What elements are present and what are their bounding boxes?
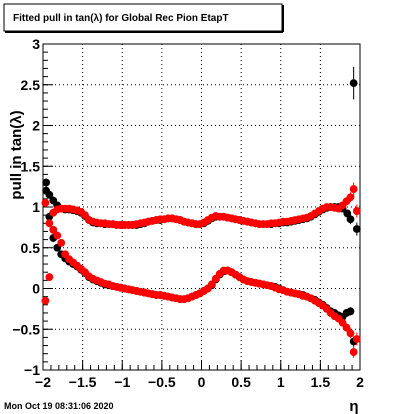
data-point — [49, 225, 58, 234]
x-tick-label: 2 — [356, 374, 364, 390]
data-point — [42, 178, 51, 187]
data-point — [41, 296, 50, 305]
data-point — [41, 199, 50, 207]
x-tick-label: 0 — [198, 374, 206, 390]
data-point — [57, 238, 66, 247]
x-tick-label: −2 — [35, 374, 51, 390]
y-tick-label: −0.5 — [12, 321, 40, 337]
y-tick-label: 0 — [32, 281, 40, 297]
timestamp: Mon Oct 19 08:31:06 2020 — [4, 401, 114, 411]
data-point — [346, 307, 355, 316]
x-tick-label: −1.5 — [69, 374, 97, 390]
data-point — [207, 280, 216, 289]
chart-title: Fitted pull in tan(λ) for Global Rec Pio… — [13, 13, 229, 24]
grid-layer — [43, 44, 360, 370]
data-point — [346, 215, 355, 224]
title-box: Fitted pull in tan(λ) for Global Rec Pio… — [3, 3, 284, 33]
x-tick-label: −1 — [114, 374, 130, 390]
data-point — [42, 186, 51, 195]
x-axis-title: η — [349, 398, 358, 414]
y-tick-label: 2.5 — [21, 77, 41, 93]
data-point — [342, 323, 351, 332]
data-point — [349, 79, 358, 88]
data-point — [352, 335, 361, 343]
data-point — [346, 329, 355, 338]
data-point — [352, 207, 361, 215]
x-tick-label: 1 — [277, 374, 285, 390]
y-tick-label: 2 — [32, 118, 40, 134]
y-tick-label: 1 — [32, 199, 40, 215]
x-tick-label: 0.5 — [231, 374, 251, 390]
data-point — [349, 185, 358, 193]
tick-label-layer: −2 −1.5 −1 −0.5 0 0.5 1 1.5 2 −1 −0.5 0 0.5 1 1.5 2 2.5 3 — [12, 36, 364, 390]
data-point — [352, 225, 361, 233]
data-point — [53, 231, 62, 240]
y-axis-title: pull in tan(λ) — [8, 110, 25, 199]
x-tick-label: 1.5 — [311, 374, 331, 390]
title-box-frame — [3, 3, 283, 32]
y-tick-label: 1.5 — [21, 158, 41, 174]
y-tick-label: 0.5 — [21, 240, 41, 256]
data-point — [346, 193, 355, 202]
marker-layer — [41, 66, 361, 358]
data-point — [45, 219, 54, 228]
x-tick-label: −0.5 — [148, 374, 176, 390]
data-point — [343, 209, 352, 218]
data-point — [349, 348, 358, 356]
y-tick-label: −1 — [24, 362, 40, 378]
data-point — [45, 273, 54, 281]
y-tick-label: 3 — [32, 36, 40, 52]
